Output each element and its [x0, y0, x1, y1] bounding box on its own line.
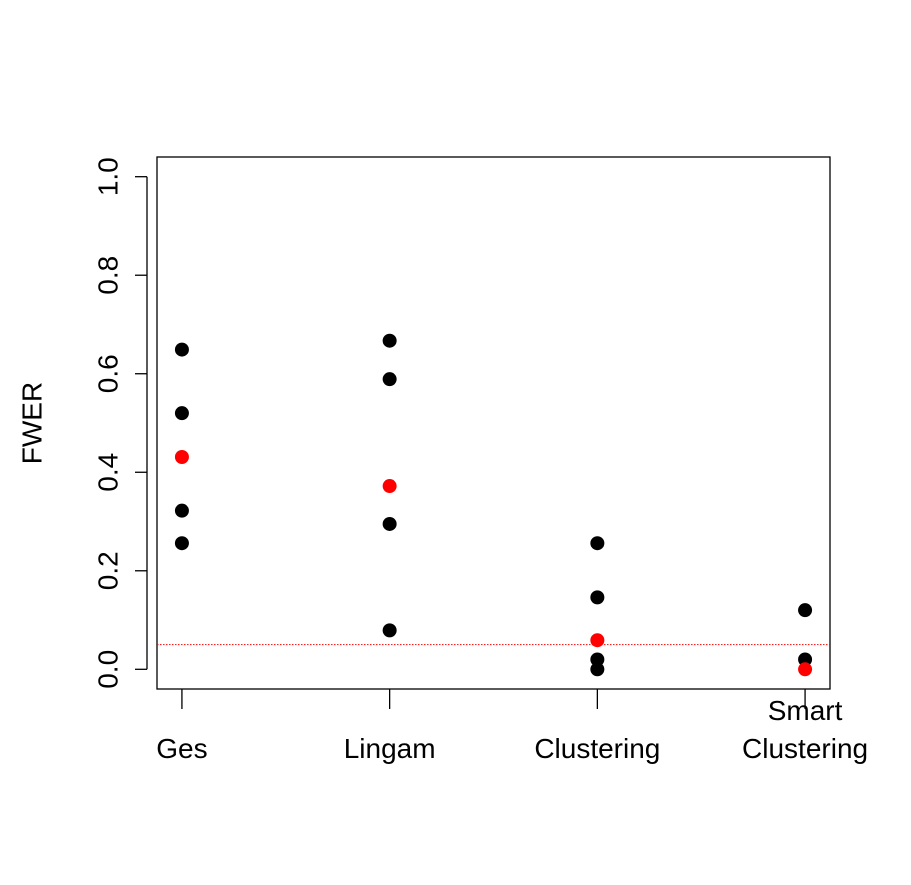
point: [382, 372, 397, 387]
point: [798, 652, 813, 667]
x-tick-label: Lingam: [344, 733, 436, 764]
point: [590, 662, 605, 677]
point: [174, 342, 189, 357]
y-tick-label: 1.0: [92, 157, 123, 196]
highlight-point: [798, 662, 813, 677]
highlight-point: [174, 449, 189, 464]
point: [590, 590, 605, 605]
x-tick-label: Smart Clustering: [742, 695, 868, 764]
x-tick-label: Ges: [156, 733, 207, 764]
highlight-point: [382, 479, 397, 494]
y-tick-label: 0.0: [92, 650, 123, 689]
point: [590, 652, 605, 667]
y-tick-label: 0.2: [92, 551, 123, 590]
point: [382, 516, 397, 531]
point: [382, 623, 397, 638]
y-axis-label: FWER: [16, 382, 47, 464]
point: [174, 536, 189, 551]
x-tick-label: Clustering: [534, 733, 660, 764]
point: [798, 603, 813, 618]
y-tick-label: 0.4: [92, 453, 123, 492]
y-tick-label: 0.6: [92, 354, 123, 393]
point: [174, 503, 189, 518]
point: [382, 333, 397, 348]
plot-box: [156, 156, 831, 690]
point: [590, 536, 605, 551]
point: [174, 406, 189, 421]
y-tick-label: 0.8: [92, 256, 123, 295]
highlight-point: [590, 633, 605, 648]
